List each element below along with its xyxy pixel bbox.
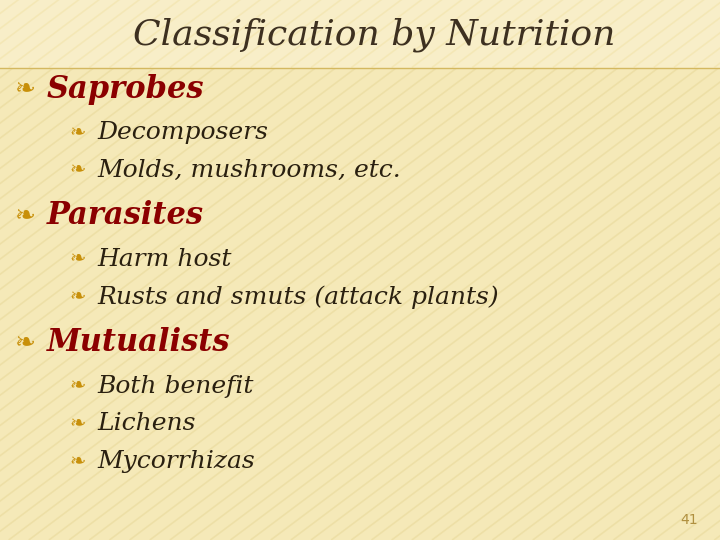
Text: ❧: ❧: [70, 452, 86, 471]
Text: ❧: ❧: [14, 204, 35, 228]
Text: Parasites: Parasites: [47, 200, 204, 232]
Text: ❧: ❧: [70, 287, 86, 307]
Text: ❧: ❧: [70, 249, 86, 269]
Text: ❧: ❧: [70, 414, 86, 434]
Text: Classification by Nutrition: Classification by Nutrition: [133, 18, 616, 52]
Text: ❧: ❧: [70, 160, 86, 180]
Text: ❧: ❧: [14, 331, 35, 355]
Text: Both benefit: Both benefit: [97, 375, 253, 397]
Text: Harm host: Harm host: [97, 248, 232, 271]
Text: Mycorrhizas: Mycorrhizas: [97, 450, 255, 473]
Text: Mutualists: Mutualists: [47, 327, 230, 359]
Text: Rusts and smuts (attack plants): Rusts and smuts (attack plants): [97, 285, 499, 309]
Text: ❧: ❧: [70, 376, 86, 396]
Text: Lichens: Lichens: [97, 413, 196, 435]
Text: ❧: ❧: [70, 123, 86, 142]
Text: ❧: ❧: [14, 77, 35, 101]
Text: Decomposers: Decomposers: [97, 121, 268, 144]
FancyBboxPatch shape: [0, 0, 720, 68]
Text: 41: 41: [681, 512, 698, 526]
Text: Molds, mushrooms, etc.: Molds, mushrooms, etc.: [97, 159, 401, 181]
Text: Saprobes: Saprobes: [47, 73, 204, 105]
